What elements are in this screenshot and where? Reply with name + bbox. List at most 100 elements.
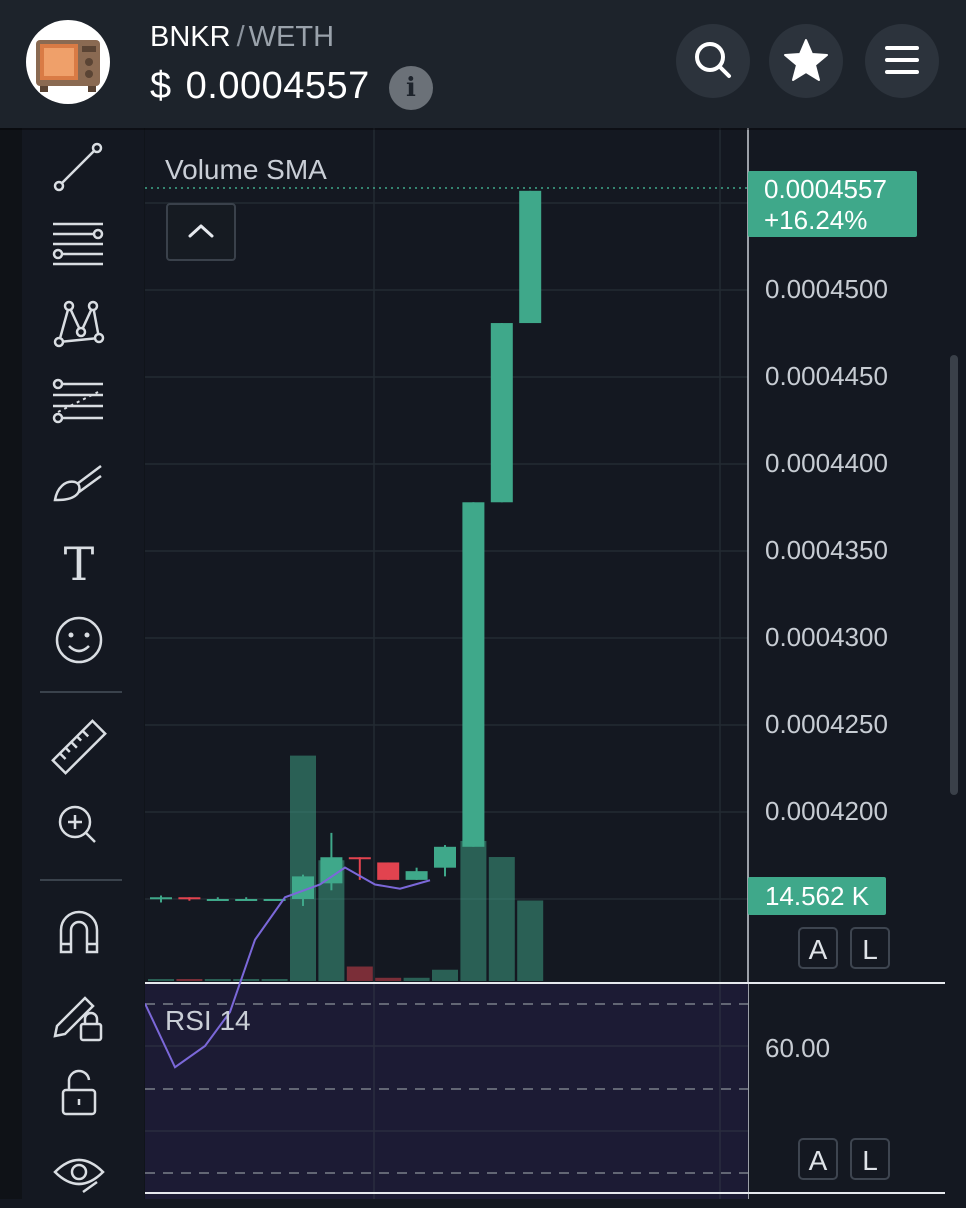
candle-body [206, 899, 229, 901]
price-axis-label: 0.0004300 [765, 622, 888, 652]
rsi-levels [145, 984, 748, 1199]
last-price-value: 0.0004557 [764, 174, 887, 204]
magnet-tool[interactable] [22, 900, 144, 970]
emoji-tool[interactable] [22, 606, 144, 676]
fib-levels-icon [52, 378, 103, 424]
text-tool-glyph: T [64, 537, 95, 591]
price-chart[interactable]: Volume SMA 0.0004557 +16.24% 0.0004500 0… [145, 128, 945, 1199]
candle-body [263, 899, 286, 901]
trend-line-tool[interactable] [22, 130, 144, 200]
magnet-icon [59, 910, 99, 954]
candle-body [235, 899, 258, 901]
unlock-tool[interactable] [22, 1060, 144, 1130]
last-price-change: +16.24% [764, 205, 868, 235]
rsi-line [145, 866, 431, 1069]
lock-drawing-icon [53, 996, 103, 1042]
pair-name: BNKR / WETH [150, 20, 334, 54]
text-tool[interactable]: T [22, 528, 144, 598]
lock-drawing-tool[interactable] [22, 980, 144, 1050]
price-grid [145, 128, 748, 982]
visibility-tool[interactable] [22, 1138, 144, 1208]
search-icon [695, 42, 731, 78]
rsi-auto-scale-button[interactable]: A [798, 1138, 838, 1180]
volume-bar [204, 979, 231, 981]
candle-body [405, 871, 428, 880]
eye-icon [53, 1158, 105, 1194]
price-axis-label: 0.0004500 [765, 274, 888, 304]
candle-body [434, 846, 456, 868]
menu-icon [885, 46, 919, 74]
volume-bar [148, 979, 174, 981]
pattern-icon [53, 300, 105, 348]
text-icon: T [64, 537, 95, 591]
auto-scale-button[interactable]: A [798, 927, 838, 969]
toolbar-divider [40, 879, 122, 881]
page-scrollbar[interactable] [950, 355, 958, 795]
candle-body [462, 502, 485, 847]
brush-icon [53, 465, 102, 502]
page-edge [0, 128, 22, 1199]
candle-body [490, 323, 513, 503]
price-axis-label: 0.0004200 [765, 796, 888, 826]
price-axis-label: 0.0004400 [765, 448, 888, 478]
volume-bar [375, 977, 402, 981]
price-value: 0.0004557 [185, 65, 370, 107]
unlock-icon [61, 1069, 97, 1116]
pair-header: BNKR / WETH $0.0004557 i [0, 0, 966, 128]
fib-levels-tool[interactable] [22, 368, 144, 438]
toolbar-divider [40, 691, 122, 693]
volume-bar [261, 979, 288, 981]
volume-bar [290, 755, 316, 981]
current-price: $0.0004557 [150, 64, 370, 108]
zoom-in-tool[interactable] [22, 790, 144, 860]
volume-bar [403, 977, 430, 981]
drawing-toolbar: T [22, 128, 145, 1199]
volume-bar [233, 979, 260, 981]
volume-bar [460, 840, 487, 981]
candle-body [377, 862, 400, 880]
rsi-log-scale-button[interactable]: L [850, 1138, 890, 1180]
price-axis-label: 0.0004250 [765, 709, 888, 739]
candle-body [150, 897, 172, 900]
base-symbol: BNKR [150, 21, 231, 53]
volume-bar [176, 979, 203, 981]
favorite-button[interactable] [769, 24, 843, 98]
trend-line-icon [53, 142, 103, 192]
volume-bar [346, 966, 373, 981]
menu-button[interactable] [865, 24, 939, 98]
volume-bar [432, 969, 458, 981]
price-axis-label: 0.0004350 [765, 535, 888, 565]
info-icon[interactable]: i [389, 66, 433, 110]
zoom-in-icon [58, 805, 96, 843]
volume-sma-label[interactable]: Volume SMA [165, 154, 327, 185]
volume-badge: 14.562 K [748, 877, 886, 915]
rsi-axis-label: 60.00 [765, 1033, 831, 1063]
rsi-label[interactable]: RSI 14 [165, 1005, 251, 1036]
horizontal-lines-icon [52, 222, 104, 266]
candle-body [348, 857, 371, 860]
quote-symbol: WETH [248, 21, 335, 53]
chart-canvas[interactable] [145, 128, 945, 1199]
currency-symbol: $ [150, 65, 172, 107]
candles [150, 190, 542, 906]
token-logo [26, 20, 110, 104]
ruler-tool[interactable] [22, 712, 144, 782]
pattern-tool[interactable] [22, 288, 144, 358]
price-axis-label: 0.0004450 [765, 361, 888, 391]
collapse-legend-button[interactable] [166, 203, 236, 261]
star-icon [784, 39, 828, 81]
volume-bar [488, 857, 515, 981]
candle-body [519, 190, 542, 324]
candle-body [320, 857, 343, 884]
ruler-icon [51, 719, 107, 775]
log-scale-button[interactable]: L [850, 927, 890, 969]
horizontal-lines-tool[interactable] [22, 210, 144, 280]
emoji-icon [55, 616, 103, 664]
last-price-badge: 0.0004557 +16.24% [748, 171, 917, 237]
pair-separator: / [236, 21, 245, 53]
chevron-up-icon [188, 224, 214, 238]
rsi-pane [145, 984, 748, 1199]
candle-body [178, 897, 201, 900]
brush-tool[interactable] [22, 448, 144, 518]
search-button[interactable] [676, 24, 750, 98]
